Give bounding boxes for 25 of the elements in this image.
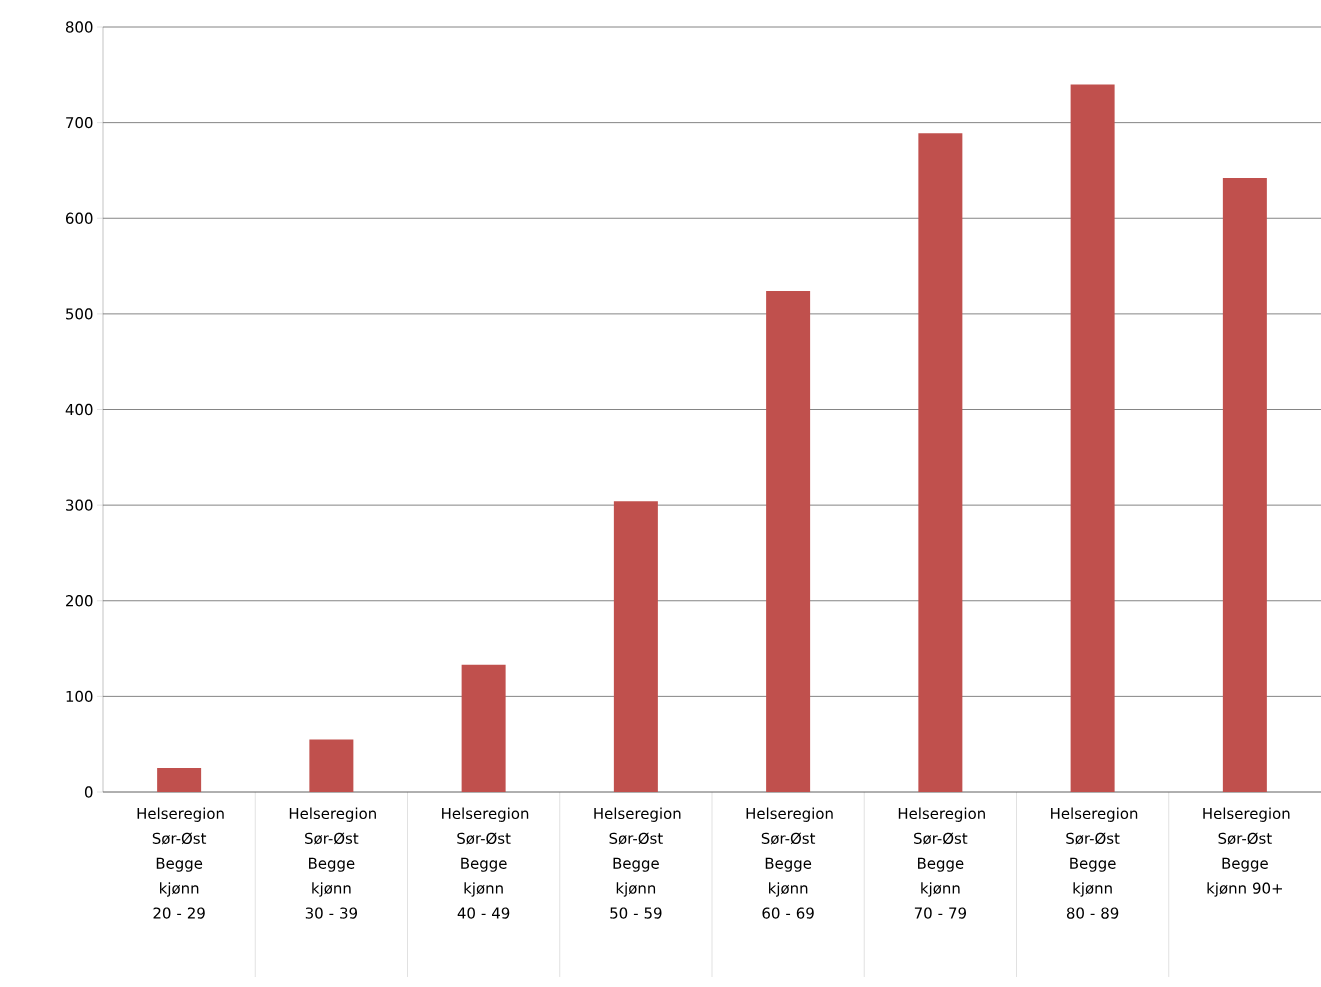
y-tick-label: 800 xyxy=(65,21,93,33)
bar xyxy=(918,133,963,792)
y-tick-label: 0 xyxy=(84,786,93,798)
bar xyxy=(613,501,658,792)
y-tick-label: 600 xyxy=(66,212,93,224)
x-tick-label: Helseregion Sør-Øst Begge kjønn 80 - 89 xyxy=(1051,807,1138,919)
x-tick-label: Helseregion Sør-Øst Begge kjønn 90+ xyxy=(1203,807,1290,897)
y-tick-label: 300 xyxy=(66,499,93,511)
x-tick-label: Helseregion Sør-Øst Begge kjønn 50 - 59 xyxy=(594,807,681,919)
y-tick-label: 700 xyxy=(66,116,93,129)
y-tick-label: 500 xyxy=(66,308,93,320)
y-tick-label: 200 xyxy=(66,595,93,607)
y-tick-label: 400 xyxy=(65,403,93,416)
x-tick-label: Helseregion Sør-Øst Begge kjønn 70 - 79 xyxy=(898,807,985,919)
x-tick-label: Helseregion Sør-Øst Begge kjønn 40 - 49 xyxy=(442,807,529,919)
bar xyxy=(309,739,354,792)
x-tick-label: Helseregion Sør-Øst Begge kjønn 60 - 69 xyxy=(746,807,833,919)
x-tick-label: Helseregion Sør-Øst Begge kjønn 20 - 29 xyxy=(137,807,224,919)
bar xyxy=(1222,178,1267,792)
bar xyxy=(1070,84,1115,792)
bar xyxy=(766,290,811,792)
y-tick-label: 100 xyxy=(66,690,93,703)
bar xyxy=(157,768,202,792)
bar xyxy=(461,664,506,792)
x-tick-label: Helseregion Sør-Øst Begge kjønn 30 - 39 xyxy=(289,807,376,919)
